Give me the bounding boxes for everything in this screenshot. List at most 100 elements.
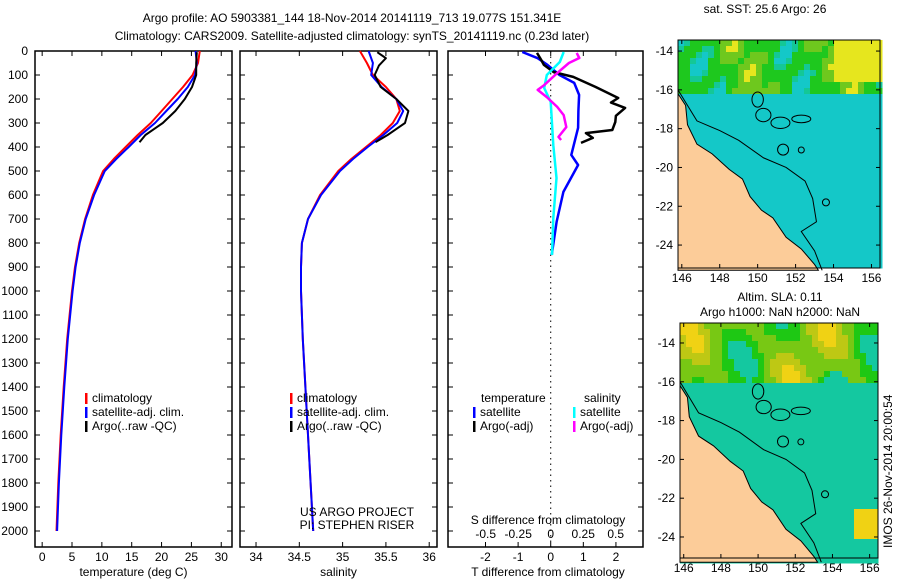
map-cell xyxy=(846,76,853,83)
reef-contour xyxy=(755,107,772,123)
map-cell xyxy=(740,347,747,354)
map-cell xyxy=(834,136,841,143)
reef-contour xyxy=(821,198,830,207)
map-cell xyxy=(834,100,841,107)
map-cell xyxy=(788,479,795,486)
map-cell xyxy=(860,431,867,438)
map-cell xyxy=(794,407,801,414)
map-cell xyxy=(752,431,759,438)
map-cell xyxy=(716,377,723,384)
map-cell xyxy=(810,64,817,71)
map-cell xyxy=(806,365,813,372)
map-cell xyxy=(692,371,699,378)
map-cell xyxy=(840,256,847,263)
legend-label: Argo(..raw -QC) xyxy=(92,419,177,433)
legend-label: climatology xyxy=(92,391,152,405)
map-cell xyxy=(698,371,705,378)
map-cell xyxy=(876,94,883,101)
map-cell xyxy=(852,106,859,113)
map-cell xyxy=(740,371,747,378)
map-cell xyxy=(702,136,709,143)
map-cell xyxy=(824,335,831,342)
map-cell xyxy=(686,341,693,348)
map-cell xyxy=(842,371,849,378)
map-cell xyxy=(780,220,787,227)
map-cell xyxy=(876,136,883,143)
map-cell xyxy=(800,407,807,414)
map-cell xyxy=(780,214,787,221)
map-cell xyxy=(726,94,733,101)
map-cell xyxy=(756,148,763,155)
map-cell xyxy=(744,46,751,53)
map-cell xyxy=(710,401,717,408)
map-cell xyxy=(774,64,781,71)
map-cell xyxy=(794,413,801,420)
map-cell xyxy=(848,389,855,396)
map-cell xyxy=(804,214,811,221)
map-cell xyxy=(804,148,811,155)
map-cell xyxy=(848,509,855,516)
map-cell xyxy=(818,485,825,492)
map-cell xyxy=(828,40,835,47)
map-cell xyxy=(824,551,831,558)
legend-swatch xyxy=(473,421,476,432)
map-cell xyxy=(864,250,871,257)
map-cell xyxy=(864,100,871,107)
map-cell xyxy=(858,130,865,137)
map-cell xyxy=(792,64,799,71)
map-cell xyxy=(866,527,873,534)
map-cell xyxy=(830,401,837,408)
map-cell xyxy=(848,401,855,408)
map-cell xyxy=(696,100,703,107)
map-cell xyxy=(836,455,843,462)
map-cell xyxy=(830,425,837,432)
legend-label: Argo(-adj) xyxy=(580,419,633,433)
map-cell xyxy=(818,341,825,348)
map-cell xyxy=(774,58,781,65)
map-cell xyxy=(848,431,855,438)
map-cell xyxy=(824,545,831,552)
map-cell xyxy=(872,539,879,546)
map-cell xyxy=(740,353,747,360)
map-cell xyxy=(692,407,699,414)
map-cell xyxy=(744,124,751,131)
map-cell xyxy=(810,124,817,131)
map-cell xyxy=(842,407,849,414)
map-cell xyxy=(752,407,759,414)
x-axis-label: temperature (deg C) xyxy=(79,565,187,579)
map-cell xyxy=(798,142,805,149)
map-cell xyxy=(768,178,775,185)
map-cell xyxy=(876,106,883,113)
map-cell xyxy=(866,449,873,456)
map-cell xyxy=(804,178,811,185)
map-cell xyxy=(816,88,823,95)
map-cell xyxy=(822,82,829,89)
lon-tick-label: 148 xyxy=(711,561,731,575)
map-cell xyxy=(774,100,781,107)
map-cell xyxy=(782,473,789,480)
map-cell xyxy=(848,341,855,348)
map-cell xyxy=(812,437,819,444)
map-cell xyxy=(824,365,831,372)
map-cell xyxy=(780,136,787,143)
map-cell xyxy=(764,371,771,378)
x-axis-label: salinity xyxy=(320,565,357,579)
map-cell xyxy=(746,443,753,450)
map-cell xyxy=(702,40,709,47)
map-cell xyxy=(870,196,877,203)
map-cell xyxy=(846,196,853,203)
map-cell xyxy=(704,371,711,378)
map-cell xyxy=(852,40,859,47)
map-cell xyxy=(698,329,705,336)
map-cell xyxy=(864,178,871,185)
map-cell xyxy=(740,413,747,420)
map-cell xyxy=(816,64,823,71)
map-cell xyxy=(834,82,841,89)
map-cell xyxy=(786,46,793,53)
map-cell xyxy=(770,329,777,336)
map-cell xyxy=(806,527,813,534)
map-cell xyxy=(824,407,831,414)
map-cell xyxy=(824,497,831,504)
map-cell xyxy=(858,46,865,53)
map-cell xyxy=(830,323,837,330)
